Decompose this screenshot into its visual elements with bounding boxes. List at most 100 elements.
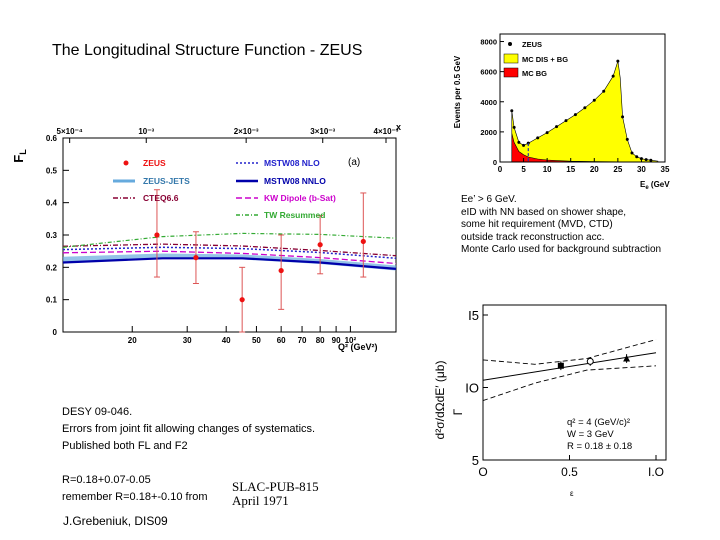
- ee-ytick-label: 2000: [480, 128, 497, 137]
- ee-xtick-label: 5: [521, 165, 526, 174]
- ee-data-point: [649, 158, 653, 162]
- fl-panel-label: (a): [348, 157, 360, 168]
- fl-curve-cteq6-6: [62, 243, 397, 257]
- ee-xtick-label: 35: [661, 165, 670, 174]
- fl-ytick-label: 0.4: [46, 199, 58, 208]
- r-xlabel: ε: [570, 489, 574, 498]
- fl-ytick-label: 0.6: [46, 134, 58, 143]
- legend-zeus-jets: ZEUS-JETS: [143, 176, 190, 186]
- ee-ytick-label: 8000: [480, 38, 497, 47]
- fl-curve-kw-dipole-b-sat-: [62, 250, 397, 265]
- note-outside: outside track reconstruction acc.: [461, 231, 605, 243]
- ee-data-point: [644, 158, 648, 162]
- r-ylabel: d²σ/dΩdE′ (μb): [433, 361, 447, 440]
- ee-data-point: [512, 125, 516, 129]
- r-result: R=0.18+0.07-0.05 remember R=0.18+-0.10 f…: [62, 472, 208, 506]
- ee-data-point: [555, 125, 559, 129]
- ee-xtick-label: 25: [613, 165, 622, 174]
- r-ylabel-gamma: Γ: [451, 408, 465, 415]
- ee-data-point: [592, 98, 596, 102]
- fl-data-point: [317, 242, 323, 248]
- ee-legend-swatch-bg: [503, 67, 519, 78]
- fl-ytick-label: 0.1: [46, 296, 58, 305]
- r-annot-w: W = 3 GeV: [567, 429, 614, 440]
- fl-xtick-label: 20: [128, 336, 137, 345]
- ee-legend: ZEUS MC DIS + BG MC BG: [503, 40, 568, 78]
- ee-xtick-label: 20: [590, 165, 599, 174]
- r-xtick-label: 0.5: [561, 465, 578, 479]
- legend-cteq: CTEQ6.6: [143, 193, 179, 203]
- note-hit: some hit requirement (MVD, CTD): [461, 219, 613, 230]
- ee-legend-bg: MC BG: [522, 69, 547, 78]
- legend-zeus: ZEUS: [143, 158, 166, 168]
- fl-data-point: [154, 232, 160, 238]
- ee-data-point: [602, 89, 606, 93]
- fl-xtick-label: 80: [316, 336, 325, 345]
- ee-data-point: [573, 113, 577, 117]
- ee-data-point: [536, 136, 540, 140]
- desy-errors: Errors from joint fit allowing changes o…: [62, 423, 316, 435]
- ee-xtick-label: 0: [498, 165, 503, 174]
- legend-marker-zeus: [123, 160, 129, 166]
- ee-legend-swatch-dis: [503, 53, 519, 64]
- ee-ytick-label: 6000: [480, 68, 497, 77]
- legend-kw-dipole: KW Dipole (b-Sat): [264, 193, 336, 203]
- ee-xtick-label: 15: [566, 165, 575, 174]
- ee-data-point: [616, 59, 620, 63]
- r-frame: [482, 304, 667, 461]
- fl-xtick-label: 50: [252, 336, 261, 345]
- fl-ylabel: FL: [11, 149, 28, 163]
- ee-ylabel: Events per 0.5 GeV: [453, 55, 462, 128]
- selection-notes: Ee’ > 6 GeV. eID with NN based on shower…: [461, 194, 661, 257]
- slac-r-chart: d²σ/dΩdE′ (μb) Γ O 0.5 I.O 5 IO I5 q² = 4 (Ge…: [433, 304, 667, 498]
- fl-legend: ZEUS ZEUS-JETS CTEQ6.6 MSTW08 NLO MSTW08…: [113, 158, 336, 220]
- r-xtick-label: O: [478, 465, 487, 479]
- r-xtick-label: I.O: [648, 465, 664, 479]
- fl-ytick-label: 0: [53, 328, 58, 337]
- ee-ytick-label: 0: [493, 158, 497, 167]
- r-data-point: [557, 362, 564, 369]
- ee-data-point: [625, 137, 629, 141]
- fl-ytick-label: 0.3: [46, 231, 58, 240]
- ee-data-point: [611, 74, 615, 78]
- legend-mstw-nlo: MSTW08 NLO: [264, 158, 320, 168]
- fl-ytick-label: 0.5: [46, 166, 58, 175]
- fl-frame: [62, 137, 397, 333]
- fl-xtick-label: 30: [183, 336, 192, 345]
- fl-data-point: [360, 238, 366, 245]
- r-annot-q2: q² = 4 (GeV/c)²: [567, 417, 630, 428]
- fl-xtick-label: 40: [222, 336, 231, 345]
- ee-frame: [499, 33, 666, 163]
- ee-ytick-label: 4000: [480, 98, 497, 107]
- r-band-upper: [482, 339, 657, 365]
- fl-data-point: [278, 267, 284, 274]
- ee-data-point: [510, 109, 514, 113]
- ee-data-point: [545, 131, 549, 135]
- legend-tw-resummed: TW Resummed: [264, 210, 325, 220]
- note-eid: eID with NN based on shower shape,: [461, 206, 627, 218]
- fl-curve-mstw08-nnlo: [62, 257, 397, 270]
- fl-ytick-label: 0.2: [46, 263, 58, 272]
- ee-data-point: [564, 119, 568, 123]
- fl-top-tick-label: 4×10⁻³: [374, 127, 399, 136]
- fl-xtick-label: 90: [332, 336, 341, 345]
- ee-data-point: [630, 151, 634, 155]
- slac-reference: SLAC-PUB-815 April 1971: [232, 480, 319, 508]
- ee-data-point: [517, 140, 521, 144]
- slac-pub: SLAC-PUB-815: [232, 479, 319, 494]
- fl-curve-tw-resummed: [62, 232, 397, 248]
- desy-ref: DESY 09-046.: [62, 406, 133, 418]
- fl-chart: FL x 0 0.1 0.2 0.3 0.4 0.5 0.6 20 30 40 50 60 70 80 9…: [11, 122, 401, 352]
- ee-data-point: [583, 106, 587, 110]
- r-ytick-label: I5: [468, 308, 479, 323]
- fl-xtick-label: 60: [277, 336, 286, 345]
- r-ytick-label: 5: [472, 453, 479, 468]
- note-cut: Ee’ > 6 GeV.: [461, 194, 517, 205]
- ee-xtick-label: 30: [637, 165, 646, 174]
- desy-published: Published both FL and F2: [62, 440, 188, 452]
- ee-data-point: [621, 115, 625, 119]
- r-data-point: [586, 357, 594, 365]
- ee-xlabel: Ee (GeV): [640, 180, 670, 191]
- ee-legend-dis: MC DIS + BG: [522, 55, 568, 64]
- fl-top-tick-label: 3×10⁻³: [310, 127, 335, 136]
